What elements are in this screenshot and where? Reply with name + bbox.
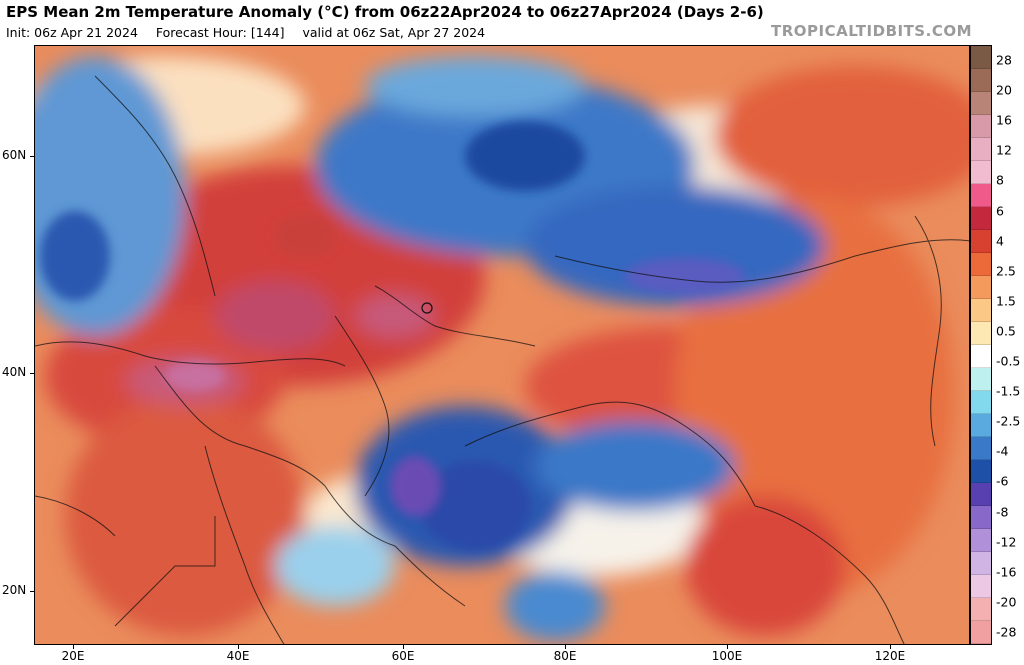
colorbar-swatch — [971, 460, 991, 483]
colorbar-swatch — [971, 368, 991, 391]
colorbar-label: -2.5 — [996, 413, 1021, 429]
colorbar-swatch — [971, 621, 991, 644]
colorbar-swatch — [971, 276, 991, 299]
lon-tick — [403, 645, 404, 649]
colorbar-label: 0.5 — [996, 323, 1016, 339]
lon-label-20e: 20E — [61, 649, 85, 663]
colorbar-swatch — [971, 253, 991, 276]
colorbar-label: 6 — [996, 203, 1004, 219]
lon-tick — [73, 645, 74, 649]
colorbar-label: 8 — [996, 172, 1004, 188]
colorbar-swatch — [971, 184, 991, 207]
map-title: EPS Mean 2m Temperature Anomaly (°C) fro… — [6, 3, 764, 21]
colorbar-swatch — [971, 322, 991, 345]
lat-label-60n: 60N — [2, 148, 27, 162]
lon-label-60e: 60E — [391, 649, 415, 663]
colorbar-swatch — [971, 552, 991, 575]
colorbar — [970, 45, 992, 645]
colorbar-swatch — [971, 115, 991, 138]
colorbar-label: 16 — [996, 112, 1012, 128]
lat-label-20n: 20N — [2, 583, 27, 597]
colorbar-label: 4 — [996, 233, 1004, 249]
colorbar-swatch — [971, 138, 991, 161]
colorbar-swatch — [971, 414, 991, 437]
forecast-hour: Forecast Hour: [144] — [155, 25, 285, 40]
colorbar-swatch — [971, 161, 991, 184]
site-watermark[interactable]: TROPICALTIDBITS.COM — [771, 22, 972, 40]
colorbar-label: -8 — [996, 504, 1009, 520]
colorbar-label: 20 — [996, 82, 1012, 98]
lon-tick — [565, 645, 566, 649]
colorbar-swatch — [971, 230, 991, 253]
lon-label-100e: 100E — [711, 649, 743, 663]
lat-tick — [30, 373, 35, 374]
colorbar-label: -0.5 — [996, 353, 1021, 369]
colorbar-swatch — [971, 299, 991, 322]
colorbar-label: 1.5 — [996, 293, 1016, 309]
colorbar-label: 12 — [996, 142, 1012, 158]
lat-tick — [30, 156, 35, 157]
colorbar-swatch — [971, 391, 991, 414]
colorbar-label: -20 — [996, 594, 1017, 610]
lon-label-80e: 80E — [553, 649, 577, 663]
colorbar-swatch — [971, 575, 991, 598]
colorbar-swatch — [971, 92, 991, 115]
colorbar-label: -6 — [996, 473, 1009, 489]
colorbar-swatch — [971, 46, 991, 69]
lat-label-40n: 40N — [2, 365, 27, 379]
colorbar-label: 2.5 — [996, 263, 1016, 279]
lon-label-40e: 40E — [226, 649, 250, 663]
colorbar-label: -1.5 — [996, 383, 1021, 399]
valid-time: valid at 06z Sat, Apr 27 2024 — [302, 25, 486, 40]
colorbar-label: 28 — [996, 52, 1012, 68]
colorbar-label: -16 — [996, 564, 1017, 580]
lon-tick — [890, 645, 891, 649]
colorbar-swatch — [971, 529, 991, 552]
colorbar-label: -4 — [996, 443, 1009, 459]
colorbar-label: -12 — [996, 534, 1017, 550]
init-time: Init: 06z Apr 21 2024 — [6, 25, 138, 40]
lon-tick — [727, 645, 728, 649]
lon-label-120e: 120E — [874, 649, 906, 663]
colorbar-swatch — [971, 483, 991, 506]
colorbar-swatch — [971, 69, 991, 92]
lat-tick — [30, 591, 35, 592]
colorbar-swatch — [971, 437, 991, 460]
colorbar-swatch — [971, 345, 991, 368]
colorbar-swatch — [971, 598, 991, 621]
lon-tick — [238, 645, 239, 649]
colorbar-swatch — [971, 207, 991, 230]
anomaly-map-canvas — [35, 46, 969, 644]
anomaly-map[interactable] — [34, 45, 970, 645]
colorbar-label: -28 — [996, 624, 1017, 640]
map-subtitle: Init: 06z Apr 21 2024 Forecast Hour: [14… — [6, 25, 499, 40]
colorbar-swatch — [971, 506, 991, 529]
